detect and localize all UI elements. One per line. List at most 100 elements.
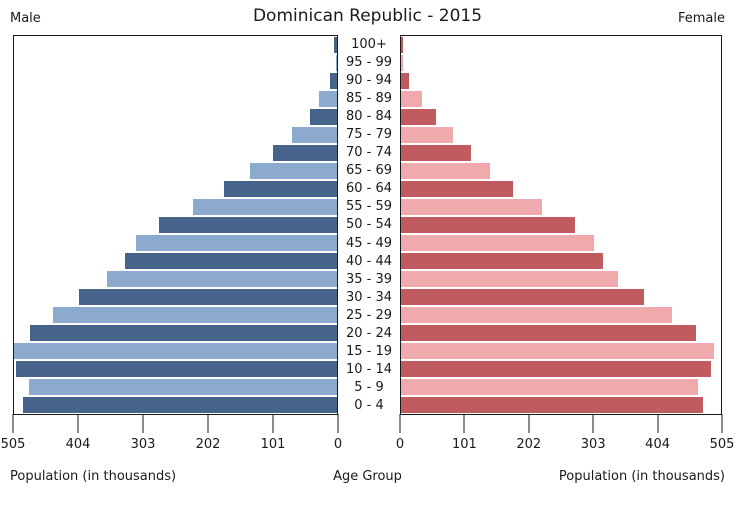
age-group-label-80-84: 80 - 84 [345,108,393,124]
female-bar-20-24 [401,325,696,341]
male-bar-15-19 [14,343,337,359]
male-bar-row [14,270,337,288]
female-bar-0-4 [401,397,704,413]
male-bar-row [14,198,337,216]
male-bar-row [14,126,337,144]
male-bar-row [14,108,337,126]
male-bar-row [14,234,337,252]
age-group-label-45-49: 45 - 49 [345,235,393,251]
male-axis-ticks [12,414,339,433]
female-bar-row [401,378,721,396]
female-bar-50-54 [401,217,575,233]
x-axis-tick [337,414,339,433]
female-bar-10-14 [401,361,711,377]
age-group-label-60-64: 60 - 64 [345,181,393,197]
male-bar-10-14 [15,361,337,377]
female-bar-row [401,108,721,126]
male-bar-row [14,180,337,198]
age-group-label-25-29: 25 - 29 [345,307,393,323]
x-axis-tick [463,414,465,433]
age-group-label-30-34: 30 - 34 [345,289,393,305]
female-bar-row [401,54,721,72]
female-bar-75-79 [401,127,453,143]
male-bar-45-49 [135,235,337,251]
age-group-label-95-99: 95 - 99 [345,54,393,70]
male-bar-60-64 [224,181,337,197]
female-bar-row [401,126,721,144]
x-axis-tick [142,414,144,433]
female-bar-35-39 [401,271,619,287]
chart-title: Dominican Republic - 2015 [252,6,483,26]
x-axis-tick-label: 404 [645,437,671,452]
female-bar-30-34 [401,289,645,305]
male-bars-panel [13,35,338,415]
x-axis-tick-label: 202 [516,437,542,452]
age-group-label-20-24: 20 - 24 [345,326,393,342]
male-bar-row [14,36,337,54]
female-bar-row [401,396,721,414]
x-axis-tick-label: 202 [195,437,221,452]
age-group-label-0-4: 0 - 4 [354,398,384,414]
male-bar-40-44 [125,253,337,269]
male-bar-row [14,378,337,396]
female-bar-100plus [401,37,403,53]
male-bar-row [14,342,337,360]
male-bar-row [14,360,337,378]
male-bar-35-39 [107,271,337,287]
female-bar-row [401,216,721,234]
female-bar-row [401,144,721,162]
female-bar-row [401,90,721,108]
age-group-label-15-19: 15 - 19 [345,344,393,360]
x-axis-tick [657,414,659,433]
female-bar-row [401,360,721,378]
male-bar-55-59 [193,199,337,215]
female-bar-row [401,72,721,90]
age-group-label-50-54: 50 - 54 [345,217,393,233]
female-bar-65-69 [401,163,491,179]
center-axis-title: Age Group [333,469,402,484]
male-side-header: Male [10,11,41,26]
male-bar-row [14,288,337,306]
age-group-label-5-9: 5 - 9 [354,380,384,396]
age-group-label-70-74: 70 - 74 [345,145,393,161]
male-bar-100plus [334,37,337,53]
female-bar-row [401,306,721,324]
female-bar-55-59 [401,199,543,215]
female-bar-row [401,324,721,342]
female-bar-25-29 [401,307,672,323]
x-axis-tick [77,414,79,433]
male-bar-row [14,90,337,108]
age-group-label-85-89: 85 - 89 [345,90,393,106]
female-bar-70-74 [401,145,471,161]
female-bar-80-84 [401,109,436,125]
x-axis-tick-label: 505 [0,437,26,452]
male-bar-row [14,324,337,342]
female-bar-row [401,288,721,306]
male-bar-row [14,54,337,72]
age-group-label-65-69: 65 - 69 [345,163,393,179]
male-axis-title: Population (in thousands) [10,469,177,484]
x-axis-tick [721,414,723,433]
female-bar-row [401,270,721,288]
male-bar-row [14,252,337,270]
age-group-label-100plus: 100+ [351,36,387,52]
male-bar-20-24 [30,325,337,341]
male-bar-30-34 [78,289,337,305]
male-bar-row [14,216,337,234]
x-axis-tick-label: 101 [451,437,477,452]
x-axis-tick-label: 0 [333,437,343,452]
female-bar-row [401,234,721,252]
female-bar-row [401,252,721,270]
age-group-label-40-44: 40 - 44 [345,253,393,269]
female-bar-40-44 [401,253,603,269]
female-bar-row [401,162,721,180]
x-axis-tick [207,414,209,433]
male-bar-50-54 [159,217,337,233]
female-bar-row [401,36,721,54]
male-bar-25-29 [53,307,337,323]
age-group-label-35-39: 35 - 39 [345,271,393,287]
female-bars-panel [400,35,722,415]
x-axis-tick [12,414,14,433]
male-bar-row [14,396,337,414]
